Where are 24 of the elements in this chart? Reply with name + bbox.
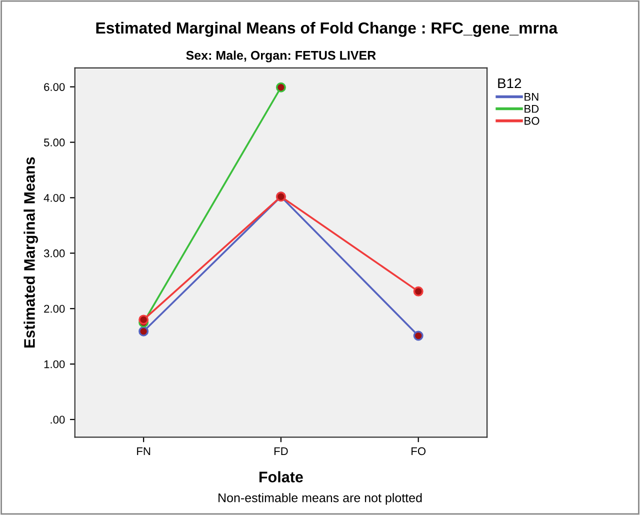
point bbox=[138, 326, 149, 336]
y-tick-label: 4.00 bbox=[44, 194, 65, 202]
chart-title: Estimated Marginal Means of Fold Change : RFC_gene_mrna bbox=[96, 22, 558, 37]
y-axis-title: Estimated Marginal Means bbox=[24, 157, 38, 348]
x-tick-label: FD bbox=[274, 447, 288, 456]
y-tick-label: 6.00 bbox=[44, 83, 65, 91]
legend-label: BO bbox=[524, 116, 540, 125]
y-tick-label: .00 bbox=[50, 416, 65, 424]
point bbox=[138, 314, 149, 325]
legend-label: BD bbox=[524, 105, 539, 113]
y-tick-label: 1.00 bbox=[44, 360, 65, 368]
x-tick-label: FO bbox=[412, 447, 426, 456]
legend-title: B12 bbox=[498, 78, 522, 88]
x-axis-title: Folate bbox=[259, 471, 303, 482]
point bbox=[413, 286, 424, 296]
chart-subtitle: Sex: Male, Organ: FETUS LIVER bbox=[186, 50, 376, 62]
y-tick-label: 5.00 bbox=[44, 138, 65, 146]
point bbox=[276, 82, 286, 92]
text: Non-estimable means are not plotted bbox=[218, 493, 422, 505]
point bbox=[413, 330, 424, 341]
legend-label: BN bbox=[524, 93, 538, 101]
y-tick-label: 2.00 bbox=[44, 304, 65, 313]
y-tick-label: 3.00 bbox=[44, 249, 65, 258]
x-tick-label: FN bbox=[137, 447, 150, 456]
